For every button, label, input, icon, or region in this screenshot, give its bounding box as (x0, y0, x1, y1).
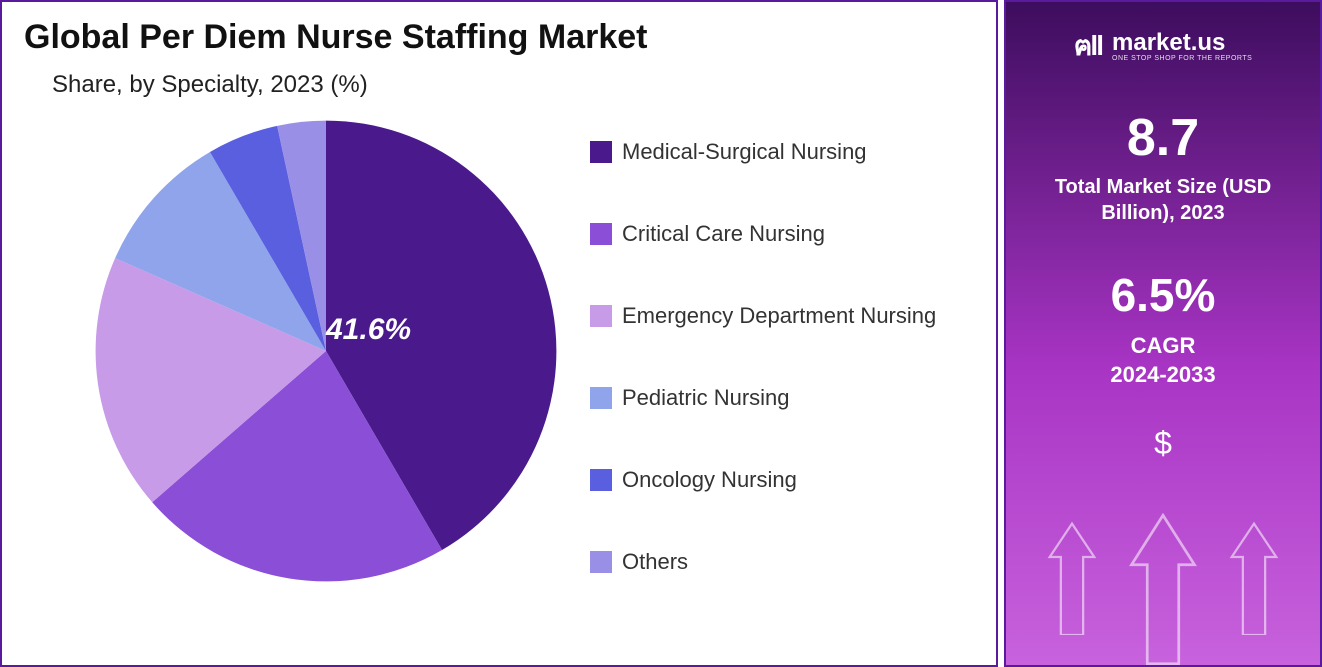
dollar-icon: $ (1020, 425, 1306, 462)
pie-chart: 41.6% (86, 111, 566, 591)
legend-label: Medical-Surgical Nursing (622, 139, 867, 165)
stats-panel: ฅll market.us ONE STOP SHOP FOR THE REPO… (1004, 0, 1322, 667)
chart-subtitle: Share, by Specialty, 2023 (%) (52, 71, 974, 99)
legend: Medical-Surgical Nursing Critical Care Nu… (590, 139, 974, 631)
cagr-label: CAGR2024-2033 (1020, 332, 1306, 389)
legend-item: Oncology Nursing (590, 467, 974, 493)
legend-swatch (590, 551, 612, 573)
chart-title: Global Per Diem Nurse Staffing Market (24, 18, 974, 57)
pie-slice-label: 41.6% (326, 313, 411, 347)
arrow-decoration (1006, 505, 1320, 665)
brand-tagline: ONE STOP SHOP FOR THE REPORTS (1112, 55, 1252, 62)
legend-label: Emergency Department Nursing (622, 303, 936, 329)
legend-swatch (590, 223, 612, 245)
legend-swatch (590, 469, 612, 491)
legend-item: Pediatric Nursing (590, 385, 974, 411)
legend-swatch (590, 141, 612, 163)
legend-swatch (590, 387, 612, 409)
legend-label: Others (622, 549, 688, 575)
brand-logo: ฅll market.us ONE STOP SHOP FOR THE REPO… (1020, 24, 1306, 68)
chart-panel: Global Per Diem Nurse Staffing Market Sh… (0, 0, 998, 667)
logo-mark-icon: ฅll (1074, 24, 1102, 68)
legend-label: Critical Care Nursing (622, 221, 825, 247)
market-size-label: Total Market Size (USD Billion), 2023 (1020, 174, 1306, 226)
brand-name: market.us (1112, 31, 1252, 55)
legend-swatch (590, 305, 612, 327)
legend-label: Oncology Nursing (622, 467, 797, 493)
legend-item: Others (590, 549, 974, 575)
legend-item: Critical Care Nursing (590, 221, 974, 247)
legend-item: Medical-Surgical Nursing (590, 139, 974, 165)
legend-item: Emergency Department Nursing (590, 303, 974, 329)
legend-label: Pediatric Nursing (622, 385, 790, 411)
market-size-value: 8.7 (1020, 108, 1306, 168)
cagr-value: 6.5% (1020, 268, 1306, 322)
